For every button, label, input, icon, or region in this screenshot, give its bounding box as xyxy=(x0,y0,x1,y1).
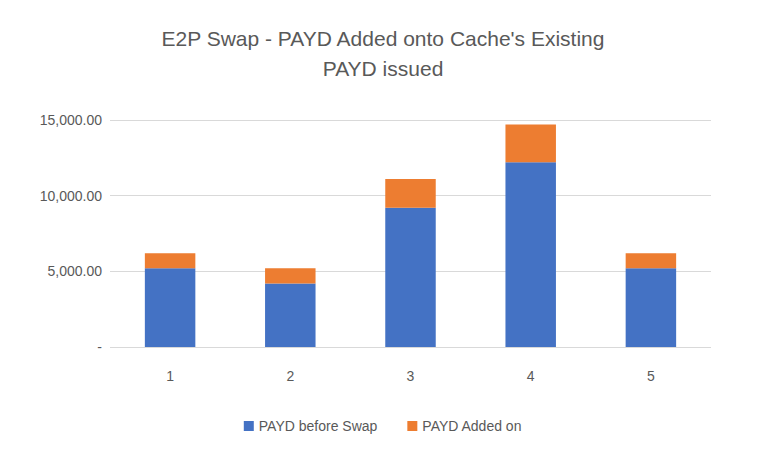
svg-text:15,000.00: 15,000.00 xyxy=(40,112,102,128)
svg-text:5,000.00: 5,000.00 xyxy=(48,263,103,279)
svg-text:E2P Swap - PAYD Added onto Cac: E2P Swap - PAYD Added onto Cache's Exist… xyxy=(162,27,605,50)
svg-text:3: 3 xyxy=(407,368,415,384)
svg-text:PAYD issued: PAYD issued xyxy=(323,57,444,80)
svg-text:1: 1 xyxy=(166,368,174,384)
svg-text:10,000.00: 10,000.00 xyxy=(40,188,102,204)
svg-text:2: 2 xyxy=(286,368,294,384)
svg-text:PAYD Added on: PAYD Added on xyxy=(422,418,521,434)
svg-text:-: - xyxy=(97,339,102,355)
svg-text:4: 4 xyxy=(527,368,535,384)
svg-text:PAYD before Swap: PAYD before Swap xyxy=(259,418,378,434)
svg-text:5: 5 xyxy=(647,368,655,384)
